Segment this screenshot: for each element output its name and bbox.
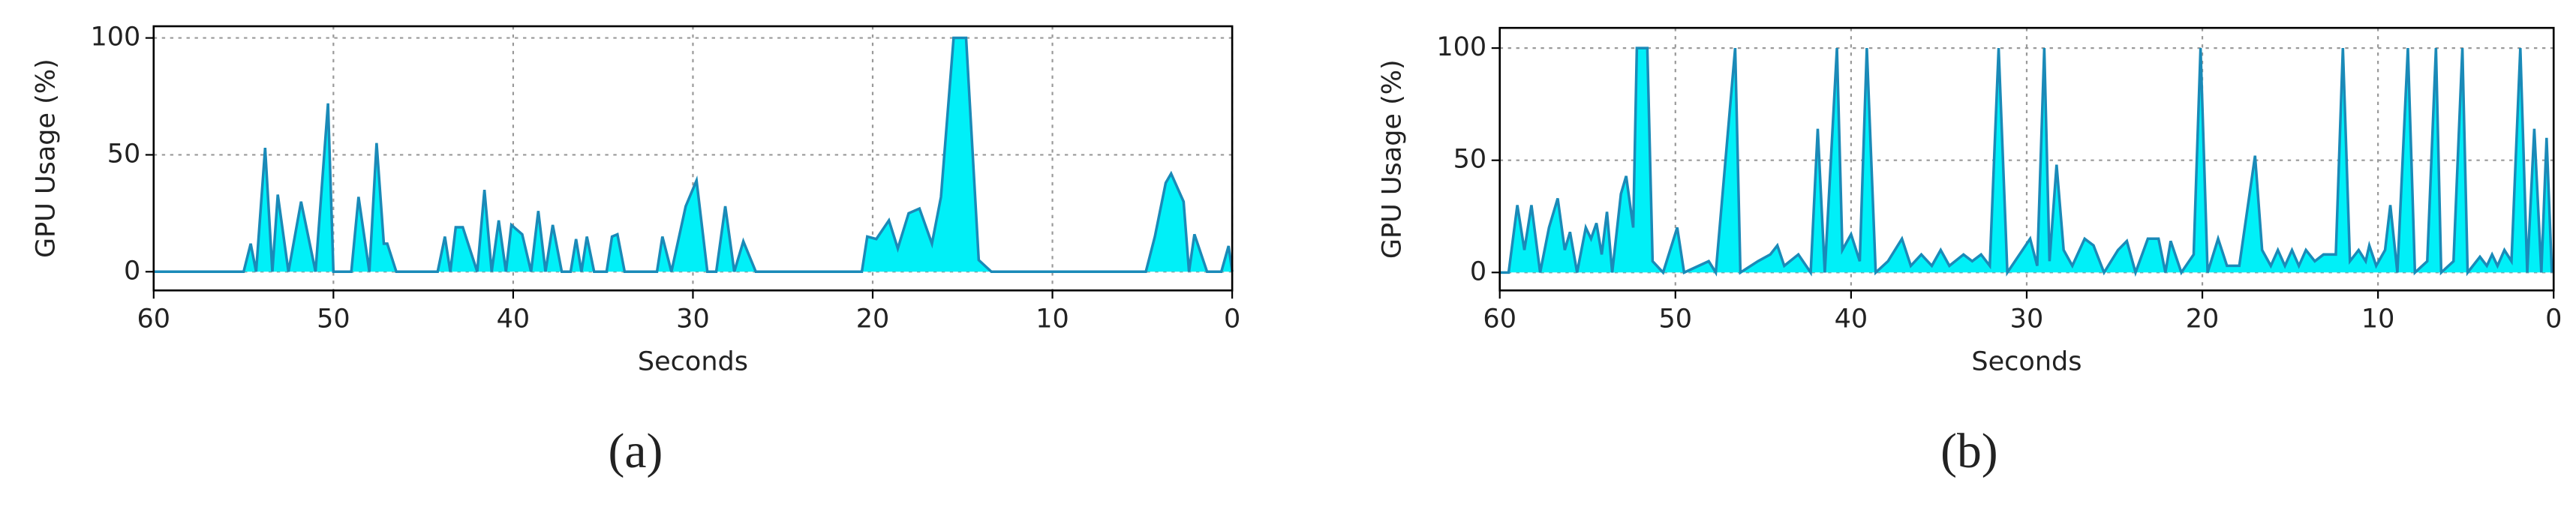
area bbox=[153, 38, 1233, 272]
x-tick-label: 50 bbox=[317, 304, 350, 334]
x-tick-label: 40 bbox=[1835, 304, 1868, 334]
x-tick-label: 20 bbox=[2186, 304, 2220, 334]
x-axis-label: Seconds bbox=[638, 346, 748, 376]
x-tick-label: 30 bbox=[676, 304, 710, 334]
y-tick-label: 0 bbox=[124, 256, 140, 286]
line bbox=[1499, 46, 2553, 278]
y-axis-label: GPU Usage (%) bbox=[32, 58, 62, 258]
x-tick-label: 0 bbox=[1224, 304, 1240, 334]
y-tick-label: 0 bbox=[1470, 256, 1486, 286]
y-tick-label: 100 bbox=[90, 22, 140, 52]
x-tick-label: 10 bbox=[2361, 304, 2395, 334]
y-tick-label: 100 bbox=[1436, 32, 1486, 62]
x-tick-label: 60 bbox=[1483, 304, 1516, 334]
x-tick-label: 30 bbox=[2010, 304, 2044, 334]
y-axis-label: GPU Usage (%) bbox=[1378, 59, 1408, 259]
x-tick-label: 50 bbox=[1659, 304, 1693, 334]
x-tick-label: 10 bbox=[1036, 304, 1069, 334]
x-tick-label: 40 bbox=[497, 304, 531, 334]
x-tick-label: 60 bbox=[137, 304, 171, 334]
area bbox=[1499, 48, 2552, 273]
x-axis-label: Seconds bbox=[1971, 346, 2082, 376]
plot-frame bbox=[152, 25, 1234, 292]
x-tick-label: 0 bbox=[2545, 304, 2562, 334]
line bbox=[153, 36, 1234, 274]
x-tick-label: 20 bbox=[856, 304, 890, 334]
y-tick-label: 50 bbox=[1453, 145, 1487, 175]
y-tick-label: 50 bbox=[107, 139, 141, 169]
panel-label: (a) bbox=[608, 424, 663, 478]
panel-label: (b) bbox=[1940, 424, 1998, 478]
plot-frame bbox=[1498, 26, 2555, 292]
